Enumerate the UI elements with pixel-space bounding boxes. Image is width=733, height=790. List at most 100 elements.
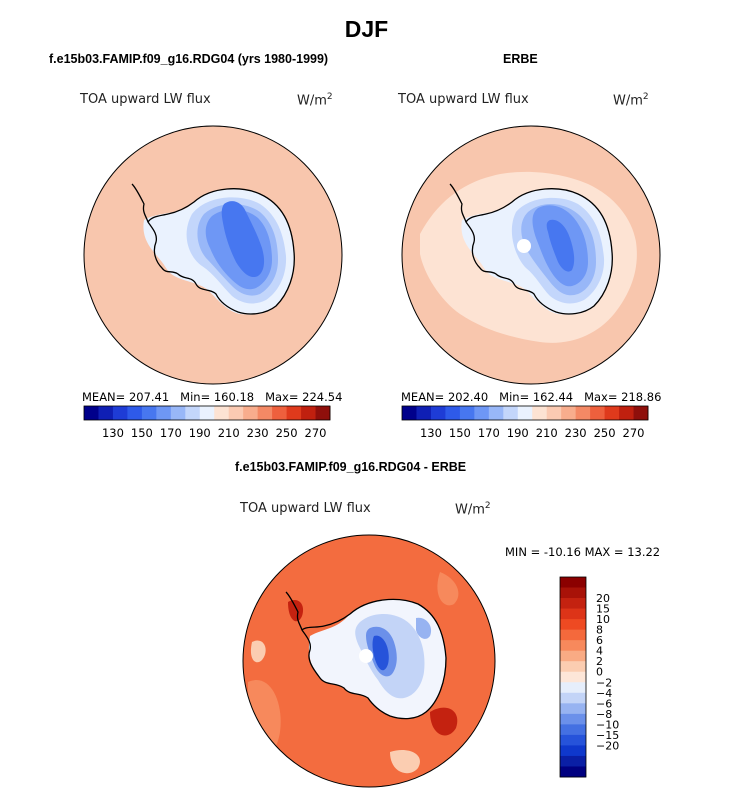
diff-contour-4b — [437, 572, 459, 606]
colorbar-tick-label: −15 — [596, 729, 619, 742]
colorbar-swatch — [474, 406, 490, 420]
colorbar-swatch — [560, 713, 586, 725]
colorbar-swatch — [459, 406, 475, 420]
figure-title: DJF — [344, 16, 389, 42]
colorbar-tick-label: 8 — [596, 624, 603, 637]
colorbar-swatch — [560, 577, 586, 588]
colorbar-swatch — [560, 724, 586, 736]
colorbar-swatch — [430, 406, 446, 420]
colorbar-swatch — [84, 406, 99, 420]
colorbar-swatch — [315, 406, 331, 420]
colorbar-swatch — [560, 619, 586, 631]
colorbar-swatch — [560, 640, 586, 652]
variable-label-diff: TOA upward LW flux — [240, 501, 371, 516]
units-label-model: W/m2 — [297, 92, 333, 108]
diff-contour-6 — [288, 599, 304, 622]
units-label-diff: W/m2 — [455, 501, 491, 517]
colorbar-swatch — [575, 406, 591, 420]
colorbar-swatch — [590, 406, 605, 420]
colorbar-model: 130 150 170 190 210 230 250 270 — [83, 405, 331, 440]
stats-max: Max= 218.86 — [584, 390, 662, 404]
colorbar-swatch — [243, 406, 259, 420]
colorbar-tick-label: −6 — [596, 697, 612, 710]
map-border — [401, 125, 661, 385]
colorbar-tick-label: 190 — [507, 426, 529, 440]
colorbar-swatch — [560, 661, 586, 673]
stats-mean: MEAN= 202.40 — [401, 390, 489, 404]
colorbar-swatch — [560, 755, 586, 767]
colorbar-tick-label: 15 — [596, 603, 610, 616]
colorbar-tick-label: 190 — [189, 426, 211, 440]
colorbar-swatch — [98, 406, 114, 420]
flux-contour-150 — [221, 201, 265, 278]
colorbar-swatch — [272, 406, 287, 420]
colorbar-swatch — [604, 406, 620, 420]
colorbar-swatch — [170, 406, 186, 420]
colorbar-swatch — [141, 406, 157, 420]
pole-hole — [517, 239, 531, 253]
colorbar-swatch — [445, 406, 461, 420]
colorbar-tick-label: 230 — [565, 426, 587, 440]
colorbar-frame — [83, 405, 331, 421]
colorbar-tick-label: −4 — [596, 687, 612, 700]
panel-title-diff: f.e15b03.FAMIP.f09_g16.RDG04 - ERBE — [235, 460, 467, 474]
colorbar-tick-label: 250 — [594, 426, 616, 440]
stats-mean: MEAN= 207.41 — [82, 390, 170, 404]
diff-contour-neg2b — [416, 617, 432, 639]
colorbar-tick-label: 130 — [420, 426, 442, 440]
colorbar-tick-label: 150 — [131, 426, 153, 440]
colorbar-tick-label: 270 — [305, 426, 327, 440]
colorbar-tick-label: 270 — [623, 426, 645, 440]
colorbar-swatch — [228, 406, 244, 420]
stats-diff: MIN = -10.16 MAX = 13.22 — [505, 545, 661, 559]
colorbar-swatch — [127, 406, 143, 420]
colorbar-swatch — [633, 406, 649, 420]
colorbar-tick-label: 170 — [478, 426, 500, 440]
colorbar-swatch — [301, 406, 316, 420]
units-text: W/m — [297, 93, 327, 109]
units-exponent: 2 — [642, 92, 649, 102]
stats-min: Min= 162.44 — [499, 390, 574, 404]
colorbar-swatch — [517, 406, 533, 420]
colorbar-swatch — [503, 406, 519, 420]
units-exponent: 2 — [484, 501, 491, 511]
colorbar-swatch — [112, 406, 128, 420]
stats-erbe: MEAN= 202.40 Min= 162.44 Max= 218.86 — [401, 390, 661, 404]
colorbar-tick-label: 10 — [596, 613, 610, 626]
colorbar-swatch — [546, 406, 562, 420]
colorbar-swatch — [560, 682, 586, 694]
colorbar-tick-label: 4 — [596, 645, 603, 658]
colorbar-swatch — [286, 406, 302, 420]
colorbar-swatch — [560, 650, 586, 662]
colorbar-swatch — [560, 598, 586, 609]
colorbar-swatch — [488, 406, 504, 420]
colorbar-tick-label: 150 — [449, 426, 471, 440]
colorbar-swatch — [560, 766, 586, 778]
colorbar-tick-label: −2 — [596, 676, 612, 689]
colorbar-swatch — [561, 406, 577, 420]
colorbar-tick-label: 170 — [160, 426, 182, 440]
colorbar-swatch — [214, 406, 230, 420]
colorbar-erbe: 130 150 170 190 210 230 250 270 — [401, 405, 649, 440]
units-label-erbe: W/m2 — [613, 92, 649, 108]
diff-contour-neg6 — [372, 635, 389, 671]
colorbar-swatch — [257, 406, 273, 420]
colorbar-swatch — [560, 692, 586, 704]
diff-contour-6b — [430, 707, 458, 736]
colorbar-tick-label: 210 — [218, 426, 240, 440]
colorbar-swatch — [560, 608, 586, 620]
variable-label-erbe: TOA upward LW flux — [398, 92, 529, 107]
units-text: W/m — [455, 502, 485, 518]
panel-title-model: f.e15b03.FAMIP.f09_g16.RDG04 (yrs 1980-1… — [49, 52, 329, 66]
colorbar-tick-label: 20 — [596, 592, 610, 605]
stats-max: Max= 224.54 — [265, 390, 343, 404]
units-exponent: 2 — [326, 92, 333, 102]
colorbar-swatch — [560, 703, 586, 715]
colorbar-swatch — [560, 734, 586, 746]
colorbar-swatch — [619, 406, 634, 420]
colorbar-tick-label: 0 — [596, 666, 603, 679]
map-border — [242, 534, 496, 788]
colorbar-tick-label: 6 — [596, 634, 603, 647]
colorbar-swatch — [156, 406, 172, 420]
